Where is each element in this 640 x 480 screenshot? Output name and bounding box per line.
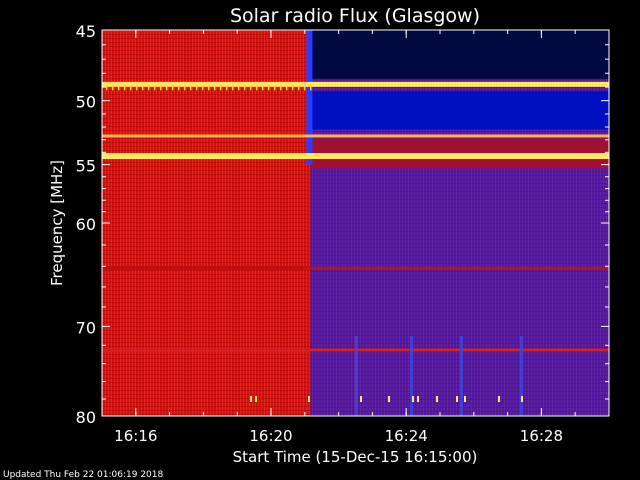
- region-before-transition: [102, 30, 311, 416]
- band-spike: [226, 84, 228, 91]
- band-spike: [220, 84, 222, 91]
- x-tick-label: 16:16: [114, 427, 157, 445]
- band-spike: [154, 84, 156, 91]
- y-tick-label: 55: [76, 157, 96, 176]
- band-spike: [310, 84, 312, 91]
- band-spike: [250, 84, 252, 91]
- burst-vertical: [410, 335, 413, 416]
- x-tick-label: 16:24: [385, 427, 428, 445]
- band-spike: [190, 84, 192, 91]
- burst-vertical: [355, 335, 358, 416]
- burst-dot: [417, 396, 419, 403]
- y-tick-label: 80: [76, 408, 96, 427]
- burst-dot: [388, 396, 390, 403]
- burst-dot: [308, 396, 310, 403]
- band-spike: [268, 84, 270, 91]
- band-54.3mhz: [102, 153, 609, 160]
- burst-dot: [464, 396, 466, 403]
- y-tick-label: 60: [76, 215, 96, 234]
- band-spike: [202, 84, 204, 91]
- band-spike: [106, 84, 108, 91]
- y-tick-label: 70: [76, 318, 96, 337]
- band-spike: [256, 84, 258, 91]
- burst-dot: [521, 396, 523, 403]
- plot-area: [102, 30, 609, 416]
- x-tick-label: 16:20: [249, 427, 292, 445]
- y-axis-label: Frequency [MHz]: [48, 160, 66, 286]
- x-axis: 16:16 16:20 16:24 16:28: [114, 30, 576, 445]
- burst-dot: [360, 396, 362, 403]
- burst-dot: [456, 396, 458, 403]
- band-spike: [262, 84, 264, 91]
- updated-timestamp: Updated Thu Feb 22 01:06:19 2018: [3, 470, 164, 480]
- burst-dot: [498, 396, 500, 403]
- band-spike: [292, 84, 294, 91]
- y-tick-label: 50: [76, 93, 96, 112]
- band-spike: [142, 84, 144, 91]
- band-52.7mhz: [102, 134, 609, 138]
- band-spike: [148, 84, 150, 91]
- band-spike: [130, 84, 132, 91]
- burst-dot: [436, 396, 438, 403]
- band-spike: [286, 84, 288, 91]
- band-spike: [184, 84, 186, 91]
- band-64.2mhz: [102, 266, 609, 270]
- burst-dot: [250, 396, 252, 403]
- band-spike: [208, 84, 210, 91]
- burst-dot: [412, 396, 414, 403]
- band-spike: [274, 84, 276, 91]
- band-spike: [178, 84, 180, 91]
- burst-vertical: [520, 335, 523, 416]
- x-tick-label: 16:28: [520, 427, 563, 445]
- low-band-after-49-52mhz: [310, 91, 609, 130]
- band-spike: [298, 84, 300, 91]
- band-spike: [244, 84, 246, 91]
- low-band-after-45-48mhz: [310, 30, 609, 79]
- band-spike: [166, 84, 168, 91]
- x-axis-label: Start Time (15-Dec-15 16:15:00): [233, 448, 478, 466]
- band-spike: [304, 84, 306, 91]
- band-spike: [196, 84, 198, 91]
- band-spike: [124, 84, 126, 91]
- band-spike: [136, 84, 138, 91]
- band-spike: [280, 84, 282, 91]
- band-spike: [232, 84, 234, 91]
- band-spike: [112, 84, 114, 91]
- band-48.8mhz: [102, 81, 609, 87]
- burst-vertical: [460, 335, 463, 416]
- burst-dot: [255, 396, 257, 403]
- band-spike: [160, 84, 162, 91]
- y-axis: 45 50 55 60 70 80: [76, 22, 609, 427]
- chart-title: Solar radio Flux (Glasgow): [230, 5, 480, 27]
- band-spike: [172, 84, 174, 91]
- band-spike: [238, 84, 240, 91]
- band-spike: [214, 84, 216, 91]
- transition-edge: [306, 30, 313, 165]
- y-tick-label: 45: [76, 22, 96, 41]
- band-spike: [118, 84, 120, 91]
